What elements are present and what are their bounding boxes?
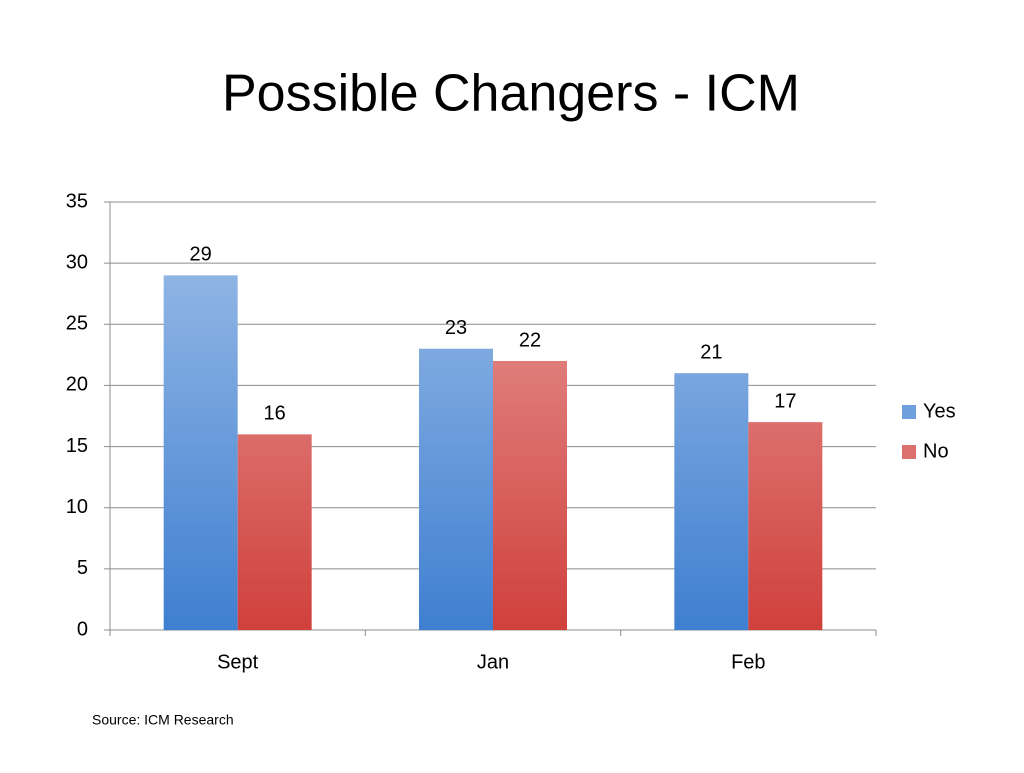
y-tick-label: 10 [66,496,88,518]
data-label: 21 [700,341,722,363]
legend-swatch [902,445,916,459]
y-tick-label: 35 [66,190,88,212]
bar [748,422,823,630]
data-label: 22 [519,329,541,351]
bar [163,275,238,630]
chart-title: Possible Changers - ICM [222,65,800,123]
legend-swatch [902,405,916,419]
x-tick-label: Feb [731,651,765,673]
y-tick-label: 15 [66,435,88,457]
legend-label: No [923,440,949,462]
data-label: 29 [190,244,212,266]
x-tick-label: Sept [217,651,259,673]
x-tick-label: Jan [477,651,509,673]
bar [419,348,493,630]
data-label: 17 [774,390,796,412]
y-tick-label: 0 [77,618,88,640]
legend-label: Yes [923,400,956,422]
bar [493,360,567,630]
data-label: 16 [264,403,286,425]
y-tick-label: 20 [66,374,88,396]
bar [674,373,749,630]
y-tick-label: 30 [66,251,88,273]
data-label: 23 [445,317,467,339]
bar [237,434,312,630]
y-tick-label: 5 [77,557,88,579]
source-note: Source: ICM Research [92,712,234,728]
y-tick-label: 25 [66,313,88,335]
